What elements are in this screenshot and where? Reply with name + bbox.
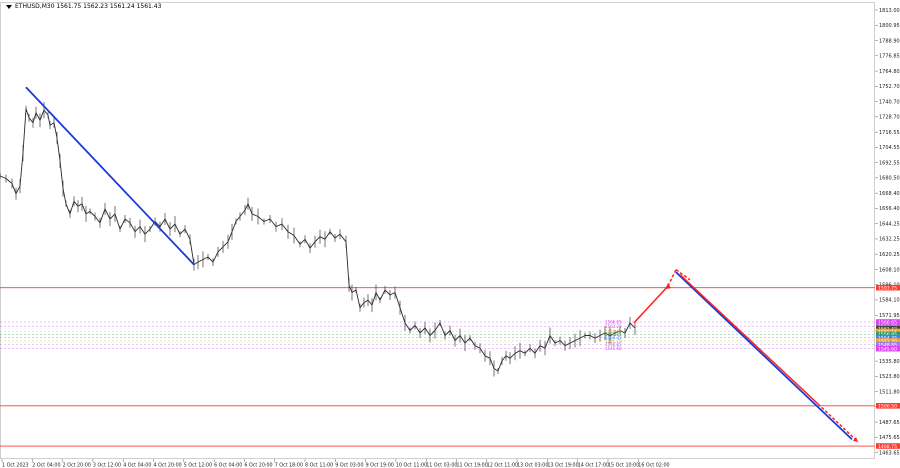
- y-tick-label: 1728.70: [879, 115, 900, 121]
- y-tick-label: 1535.80: [879, 359, 900, 365]
- y-tick-label: 1608.10: [879, 267, 900, 273]
- chart-title: ETHUSD,M30 1561.75 1562.23 1561.24 1561.…: [6, 3, 161, 10]
- y-tick-label: 1571.95: [879, 313, 900, 319]
- zone-label: 1545.60: [605, 346, 622, 351]
- y-tick-label: 1511.80: [879, 389, 900, 395]
- forecast-down-red-dashed: [817, 403, 859, 443]
- x-tick-label: 1 Oct 2023: [2, 463, 29, 468]
- price-tag-label: 1548.85: [878, 342, 897, 348]
- x-tick-label: 11 Oct 03:00: [426, 463, 457, 468]
- x-tick-label: 15 Oct 10:00: [608, 463, 639, 468]
- zone-label: 1554.35: [605, 335, 622, 340]
- zone-label: 1563.20: [605, 324, 622, 329]
- forecast-arrowhead: [665, 283, 671, 290]
- x-tick-label: 12 Oct 11:00: [487, 463, 518, 468]
- x-tick-label: 16 Oct 02:00: [638, 463, 669, 468]
- y-tick-label: 1656.40: [879, 206, 900, 212]
- y-tick-label: 1668.40: [879, 191, 900, 197]
- x-tick-label: 3 Oct 12:00: [93, 463, 121, 468]
- x-tick-label: 7 Oct 18:00: [275, 463, 303, 468]
- price-tag: [876, 338, 900, 344]
- x-tick-label: 4 Oct 04:00: [123, 463, 151, 468]
- forecast-segment-red: [675, 269, 691, 281]
- y-tick-label: 1680.50: [879, 176, 900, 182]
- zone-label: 1566.65: [605, 320, 622, 325]
- level-tag-label: 1500.50: [878, 404, 897, 410]
- x-tick-label: 13 Oct 03:00: [517, 463, 548, 468]
- level-tag: [876, 284, 900, 291]
- x-tick-label: 6 Oct 04:00: [214, 463, 242, 468]
- dropdown-triangle-icon[interactable]: [6, 4, 12, 9]
- x-tick-label: 2 Oct 20:00: [63, 463, 91, 468]
- y-tick-label: 1584.10: [879, 298, 900, 304]
- y-tick-label: 1800.95: [879, 23, 900, 29]
- y-tick-label: 1776.85: [879, 54, 900, 60]
- zone-label: 1551.70: [605, 339, 622, 344]
- y-tick-label: 1632.25: [879, 237, 900, 243]
- forecast-down-red: [679, 274, 819, 405]
- x-tick-label: 2 Oct 04:00: [32, 463, 60, 468]
- x-tick-label: 4 Oct 20:00: [154, 463, 182, 468]
- y-tick-label: 1752.70: [879, 84, 900, 90]
- price-tag-label: 1545.60: [878, 347, 897, 353]
- chart-title-text: ETHUSD,M30 1561.75 1562.23 1561.24 1561.…: [15, 3, 162, 10]
- level-tag: [876, 443, 900, 449]
- y-tick-label: 1487.65: [879, 420, 900, 426]
- trend-line-blue: [25, 86, 195, 266]
- zone-label: 1556.85: [605, 332, 622, 337]
- price-tag: [876, 331, 900, 338]
- price-tag: [876, 334, 900, 341]
- y-tick-label: 1692.55: [879, 160, 900, 166]
- zone-label: 1548.85: [605, 342, 622, 347]
- y-tick-label: 1620.25: [879, 252, 900, 258]
- x-tick-label: 13 Oct 19:00: [547, 463, 578, 468]
- price-tag: [876, 341, 900, 348]
- y-tick-label: 1475.65: [879, 435, 900, 441]
- price-tag: [876, 328, 900, 335]
- y-tick-label: 1644.25: [879, 222, 900, 228]
- price-tag-label: 1566.65: [878, 320, 897, 326]
- y-tick-label: 1788.90: [879, 38, 900, 44]
- forecast-down-arrowhead: [853, 436, 858, 442]
- x-tick-label: 5 Oct 12:00: [184, 463, 212, 468]
- price-tag: [876, 319, 900, 325]
- x-tick-label: 8 Oct 11:00: [305, 463, 333, 468]
- level-tag-label: 1593.75: [878, 286, 897, 292]
- price-axis: 1813.00 1800.95 1788.90 1776.85 1764.80 1752.…: [875, 8, 900, 456]
- level-tag: [876, 403, 900, 409]
- forecast-down-blue: [675, 271, 853, 441]
- x-tick-label: 6 Oct 20:00: [244, 463, 272, 468]
- y-tick-label: 1716.55: [879, 130, 900, 136]
- x-tick-label: 9 Oct 03:00: [335, 463, 363, 468]
- y-tick-label: 1704.55: [879, 145, 900, 151]
- level-tag-label: 1468.75: [878, 444, 897, 450]
- y-tick-label: 1523.80: [879, 374, 900, 380]
- y-tick-label: 1463.65: [879, 450, 900, 456]
- price-tag: [876, 325, 900, 332]
- price-tag: [876, 345, 900, 352]
- x-tick-label: 11 Oct 19:00: [457, 463, 488, 468]
- forecast-segment-red: [633, 285, 669, 324]
- x-tick-label: 10 Oct 11:00: [396, 463, 427, 468]
- x-tick-label: 9 Oct 19:00: [366, 463, 394, 468]
- plot-area: 1566.651563.201559.151556.851554.351551.…: [0, 2, 875, 459]
- x-tick-label: 14 Oct 17:00: [578, 463, 609, 468]
- y-tick-label: 1813.00: [879, 8, 900, 14]
- forecast-segment-red: [667, 269, 677, 287]
- y-tick-label: 1764.80: [879, 69, 900, 75]
- time-axis: 1 Oct 2023 2 Oct 04:00 2 Oct 20:00 3 Oct 12…: [1, 459, 670, 468]
- zone-label: 1559.15: [605, 329, 622, 334]
- y-tick-label: 1740.70: [879, 99, 900, 105]
- plot-frame: [0, 2, 875, 459]
